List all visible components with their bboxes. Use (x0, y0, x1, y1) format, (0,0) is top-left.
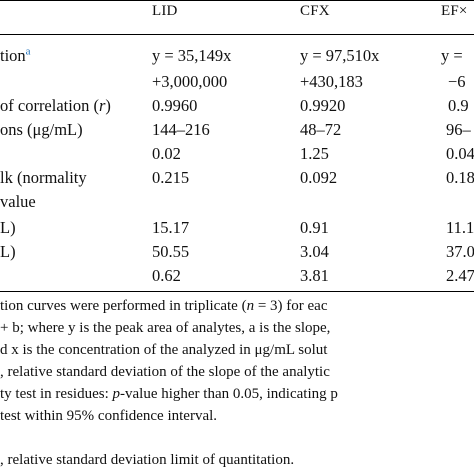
cell-efx-equation: y = (441, 46, 463, 65)
row-label-lod: L) (0, 218, 16, 237)
row-label-value: value (0, 192, 36, 211)
footnote-line-2: + b; where y is the peak area of analyte… (0, 320, 331, 336)
cell-cfx-intercept: +430,183 (300, 72, 363, 91)
cell-lid-lod: 15.17 (152, 218, 190, 237)
row-label-concentrations: ons (μg/mL) (0, 120, 83, 139)
cell-lid-normality: 0.215 (152, 168, 190, 187)
cell-cfx-normality: 0.092 (300, 168, 338, 187)
footnote-line-6: test within 95% confidence interval. (0, 408, 218, 424)
cell-efx-rsd-slope: 0.04 (446, 144, 474, 163)
cell-efx-loq: 37.0 (446, 242, 474, 261)
cell-efx-rsd-loq: 2.47 (446, 266, 474, 285)
bottom-rule (0, 291, 474, 293)
row-label-normality: lk (normality (0, 168, 87, 187)
row-label-loq: L) (0, 242, 16, 261)
cell-lid-rsd-loq: 0.62 (152, 266, 181, 285)
cell-cfx-range: 48–72 (300, 120, 342, 139)
cell-lid-rsd-slope: 0.02 (152, 144, 181, 163)
cell-lid-range: 144–216 (152, 120, 210, 139)
cell-lid-loq: 50.55 (152, 242, 190, 261)
column-header-lid: LID (152, 3, 178, 19)
cell-efx-range: 96– (446, 120, 471, 139)
cell-lid-correlation: 0.9960 (152, 96, 198, 115)
row-label-equation: tiona (0, 45, 31, 65)
cell-efx-normality: 0.18 (446, 168, 474, 187)
row-label-correlation: of correlation (r) (0, 96, 111, 115)
cell-efx-lod: 11.1 (446, 218, 474, 237)
cell-cfx-rsd-loq: 3.81 (300, 266, 329, 285)
header-rule (0, 34, 474, 36)
footnote-line-4: , relative standard deviation of the slo… (0, 364, 330, 380)
footnote-line-7: , relative standard deviation limit of q… (0, 452, 295, 468)
cell-efx-correlation: 0.9 (448, 96, 469, 115)
cell-cfx-loq: 3.04 (300, 242, 329, 261)
cell-lid-intercept: +3,000,000 (152, 72, 228, 91)
top-rule (0, 0, 474, 2)
footnote-line-5: ty test in residues: p-value higher than… (0, 386, 338, 402)
cell-cfx-equation: y = 97,510x (300, 46, 380, 65)
column-header-efx: EF× (441, 3, 468, 19)
footnote-marker-a: a (25, 45, 31, 58)
cell-cfx-correlation: 0.9920 (300, 96, 346, 115)
column-header-cfx: CFX (300, 3, 330, 19)
footnote-line-3: d x is the concentration of the analyzed… (0, 342, 328, 358)
cell-efx-intercept: −6 (448, 72, 466, 91)
cell-lid-equation: y = 35,149x (152, 46, 232, 65)
cell-cfx-rsd-slope: 1.25 (300, 144, 329, 163)
footnote-line-1: tion curves were performed in triplicate… (0, 298, 328, 314)
cell-cfx-lod: 0.91 (300, 218, 329, 237)
